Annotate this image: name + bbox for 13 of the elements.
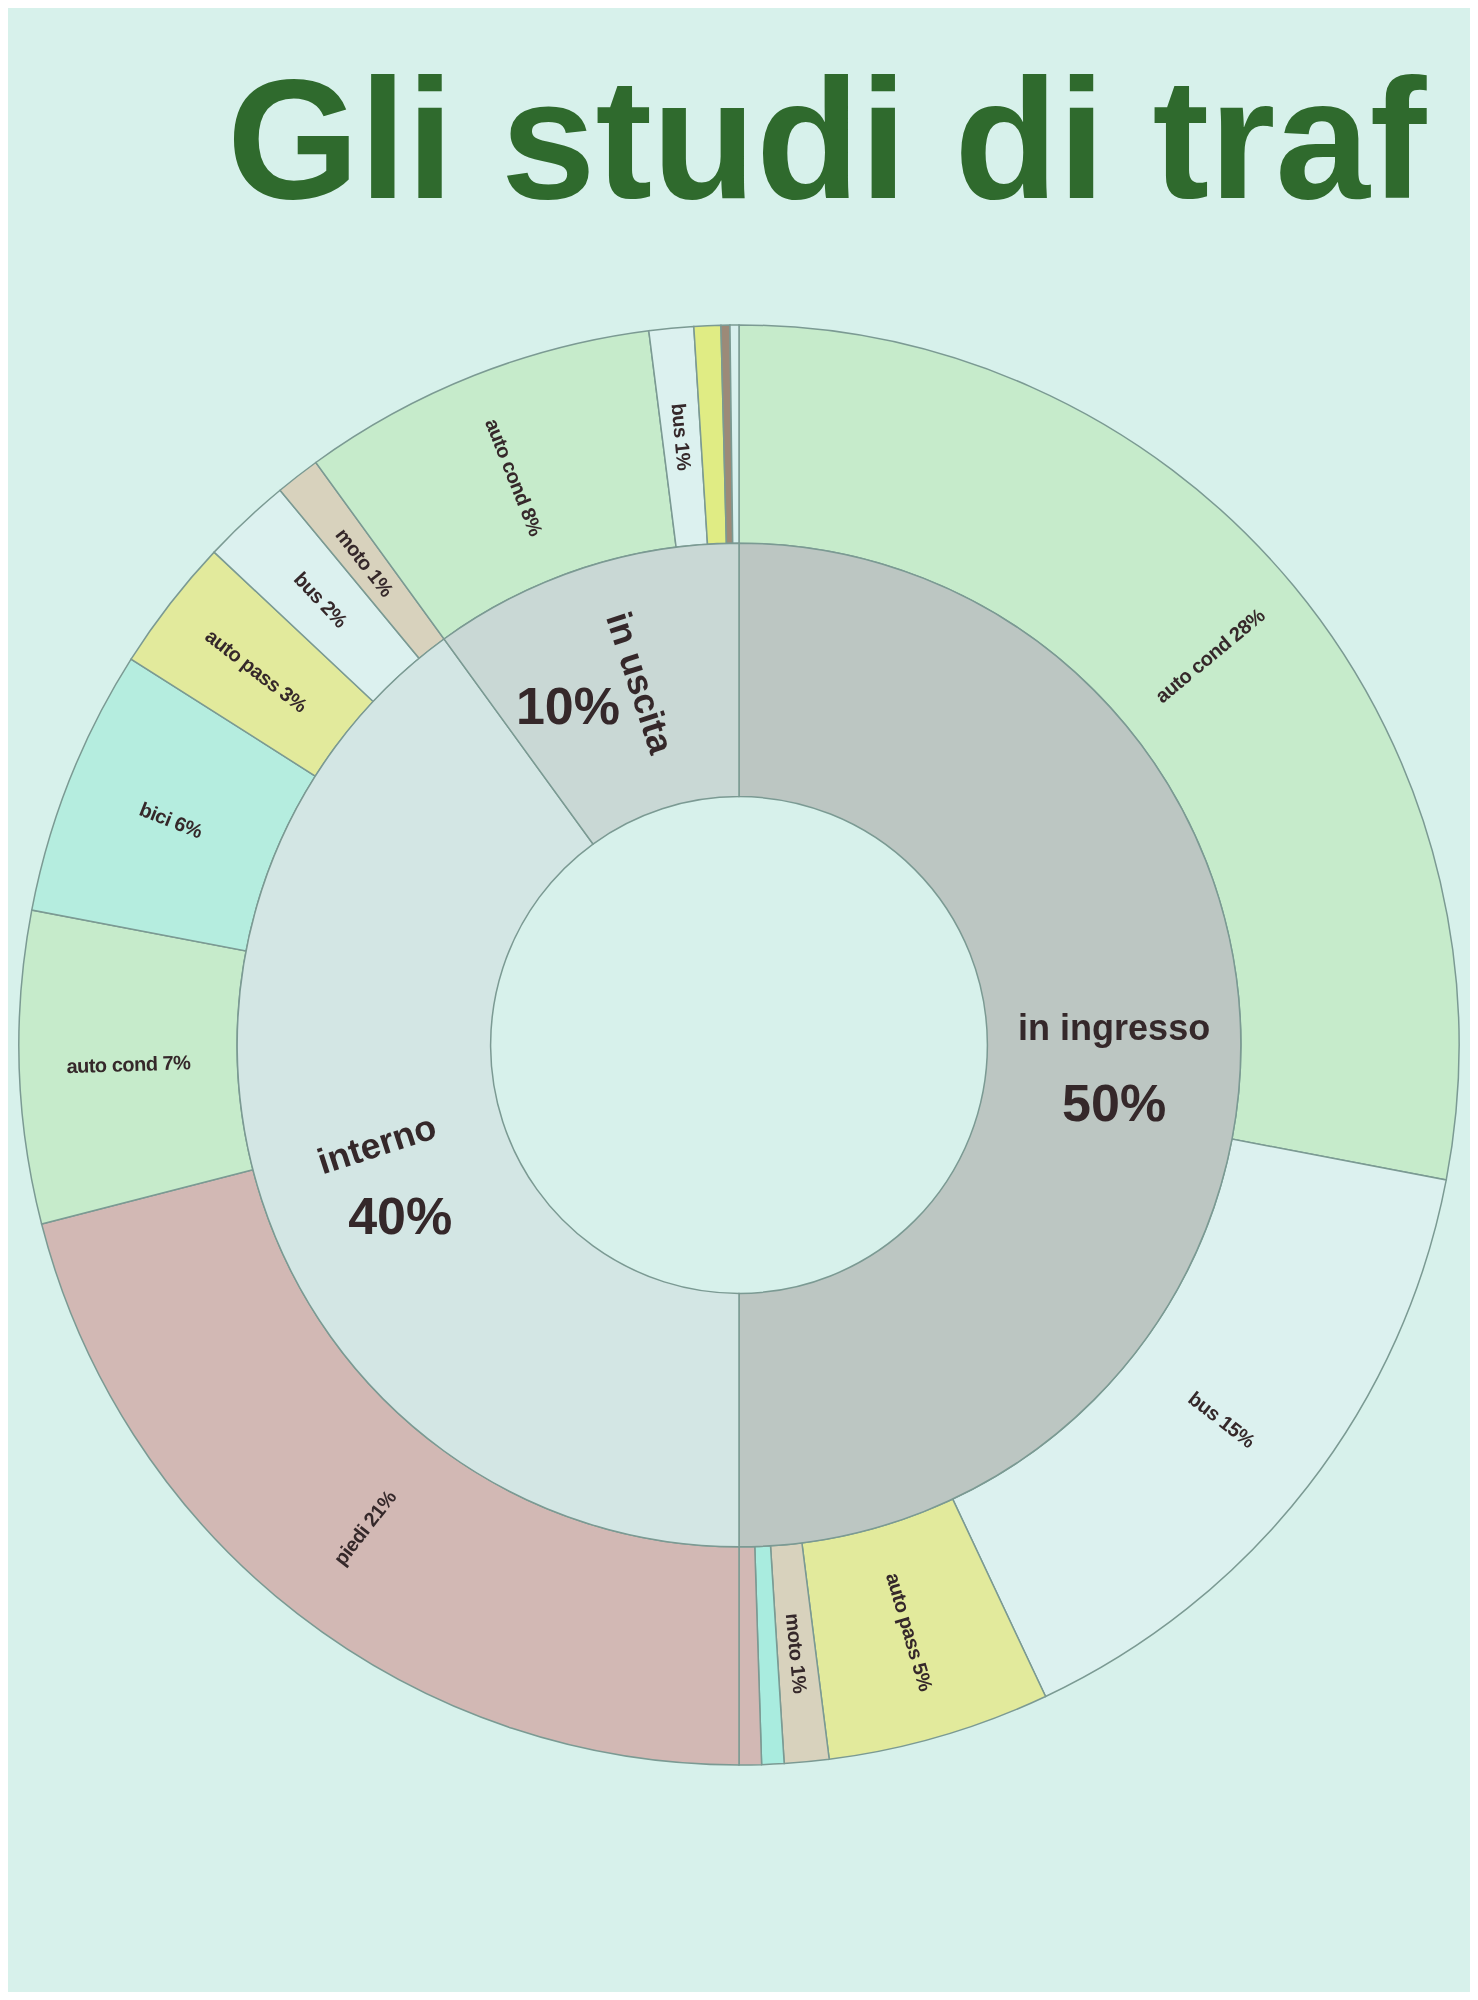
data-label: 40% bbox=[348, 1187, 453, 1246]
slice-label: interno bbox=[312, 1105, 442, 1183]
slice-label: auto cond 7% bbox=[66, 1051, 192, 1078]
chart-title: Gli studi di traf bbox=[227, 44, 1427, 234]
slice-label: moto 1% bbox=[781, 1612, 812, 1695]
slice-label: bici 6% bbox=[136, 797, 207, 843]
slice-label: in ingresso bbox=[1018, 1006, 1211, 1048]
slice-label: bus 15% bbox=[1184, 1386, 1260, 1453]
data-label: 50% bbox=[1062, 1074, 1167, 1132]
data-label: 10% bbox=[515, 677, 620, 736]
slice-label: auto cond 8% bbox=[481, 415, 548, 540]
slice-label: auto pass 5% bbox=[881, 1570, 938, 1694]
slice-label: bus 1% bbox=[667, 402, 696, 472]
